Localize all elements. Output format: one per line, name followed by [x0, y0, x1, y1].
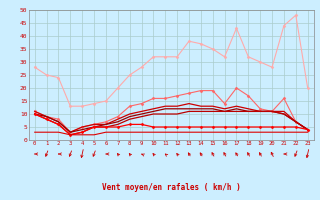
Text: Vent moyen/en rafales ( km/h ): Vent moyen/en rafales ( km/h ): [102, 183, 241, 192]
